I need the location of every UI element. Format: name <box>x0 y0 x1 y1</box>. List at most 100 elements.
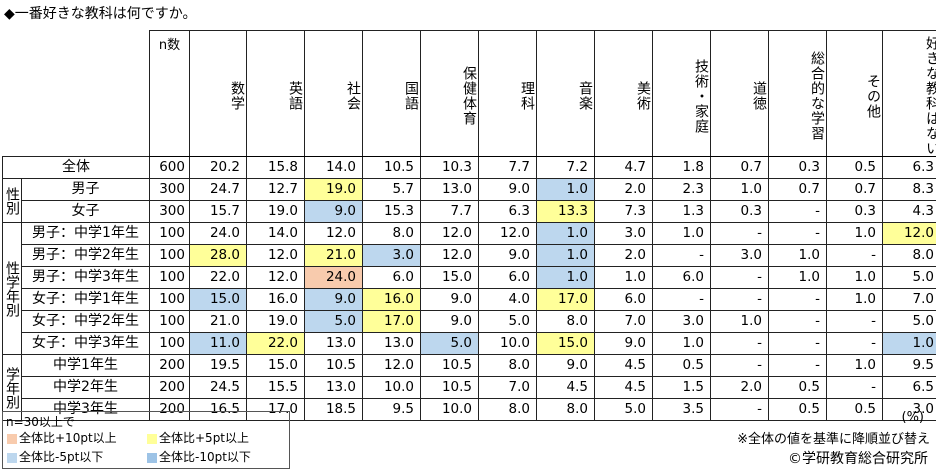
value-cell: - <box>710 332 769 355</box>
value-cell: 0.7 <box>768 178 827 201</box>
value-cell: 5.0 <box>304 310 363 333</box>
value-cell: 8.0 <box>478 354 537 377</box>
legend-item-minus5: 全体比-5pt以下 <box>7 448 103 465</box>
value-cell: 21.0 <box>304 244 363 267</box>
value-cell: 6.0 <box>594 288 653 311</box>
col-header: 総合的な学習 <box>768 30 827 157</box>
table-row: 全体 600 20.2 15.8 14.0 10.5 10.3 7.7 7.2 4.7 1.8 0.7… <box>2 156 936 179</box>
value-cell: 19.0 <box>246 200 305 223</box>
value-cell: 18.5 <box>304 398 363 421</box>
value-cell: 6.5 <box>882 376 936 399</box>
n-cell: 300 <box>149 178 190 201</box>
n-cell: 600 <box>149 156 190 179</box>
value-cell: 1.0 <box>536 244 595 267</box>
value-cell: 4.5 <box>594 354 653 377</box>
value-cell: - <box>826 310 883 333</box>
value-cell: 9.0 <box>420 288 479 311</box>
value-cell: 8.0 <box>882 244 936 267</box>
value-cell: 15.0 <box>536 332 595 355</box>
value-cell: 13.0 <box>362 332 421 355</box>
value-cell: 6.0 <box>652 266 711 289</box>
table-row: 男子：中学3年生 100 22.0 12.0 24.0 6.0 15.0 6.0 1.0 1.0 6… <box>3 266 936 289</box>
value-cell: 15.0 <box>420 266 479 289</box>
group-label: 性別 <box>2 178 22 223</box>
col-header: その他 <box>826 30 883 157</box>
value-cell: 10.0 <box>420 398 479 421</box>
value-cell: - <box>710 266 769 289</box>
value-cell: 10.5 <box>420 354 479 377</box>
table-row: 中学2年生 200 24.5 15.5 13.0 10.0 10.5 7.0 4.5 4.5 1.5… <box>3 376 936 399</box>
value-cell: 15.0 <box>246 354 305 377</box>
value-cell: - <box>710 354 769 377</box>
col-header: 音楽 <box>536 30 595 157</box>
table-row: 女子：中学2年生 100 21.0 19.0 5.0 17.0 9.0 5.0 8.0 7.0 3.… <box>3 310 936 333</box>
value-cell: 12.0 <box>246 244 305 267</box>
legend-label: 全体比+10pt以上 <box>19 431 117 445</box>
value-cell: 16.0 <box>362 288 421 311</box>
value-cell: 0.3 <box>710 200 769 223</box>
n-cell: 100 <box>149 222 190 245</box>
value-cell: 1.3 <box>652 200 711 223</box>
table-row: 性別 男子 300 24.7 12.7 19.0 5.7 13.0 9.0 1.0 2.0 2.3 1.… <box>2 178 936 223</box>
n-cell: 100 <box>149 288 190 311</box>
value-cell: 19.5 <box>189 354 247 377</box>
n-header: n数 <box>149 30 190 157</box>
value-cell: 8.0 <box>536 398 595 421</box>
header-row: n数 数学 英語 社会 国語 保健体育 理科 音楽 美術 技術・家庭 道徳 総合… <box>3 30 936 157</box>
legend-item-plus10: 全体比+10pt以上 <box>7 429 117 446</box>
value-cell: 7.7 <box>420 200 479 223</box>
row-label: 男子：中学3年生 <box>21 266 150 289</box>
value-cell: 6.0 <box>362 266 421 289</box>
value-cell: 10.5 <box>420 376 479 399</box>
value-cell: 0.5 <box>826 156 883 179</box>
value-cell: 21.0 <box>189 310 247 333</box>
value-cell: 24.5 <box>189 376 247 399</box>
n-cell: 200 <box>149 354 190 377</box>
value-cell: 15.0 <box>189 288 247 311</box>
n-cell: 100 <box>149 332 190 355</box>
col-header: 美術 <box>594 30 653 157</box>
value-cell: 4.5 <box>536 376 595 399</box>
value-cell: 14.0 <box>304 156 363 179</box>
value-cell: 6.0 <box>478 266 537 289</box>
value-cell: 9.0 <box>304 200 363 223</box>
value-cell: 10.0 <box>362 376 421 399</box>
value-cell: 1.8 <box>652 156 711 179</box>
value-cell: 9.0 <box>478 244 537 267</box>
n-cell: 200 <box>149 376 190 399</box>
value-cell: 4.3 <box>882 200 936 223</box>
legend: n=30以上で 全体比+10pt以上 全体比+5pt以上 全体比-5pt以下 全… <box>2 411 290 469</box>
value-cell: 0.7 <box>826 178 883 201</box>
value-cell: 2.0 <box>594 178 653 201</box>
table-row: 男子：中学2年生 100 28.0 12.0 21.0 3.0 12.0 9.0 1.0 2.0-… <box>3 244 936 267</box>
value-cell: 9.5 <box>362 398 421 421</box>
value-cell: 13.3 <box>536 200 595 223</box>
col-header: 数学 <box>189 30 247 157</box>
value-cell: - <box>826 244 883 267</box>
value-cell: - <box>768 310 827 333</box>
row-label: 男子：中学2年生 <box>21 244 150 267</box>
value-cell: 12.0 <box>478 222 537 245</box>
swatch-icon <box>7 433 17 444</box>
swatch-icon <box>147 452 157 463</box>
value-cell: 10.5 <box>304 354 363 377</box>
value-cell: 15.5 <box>246 376 305 399</box>
col-header: 好きな教科はない <box>882 30 936 157</box>
value-cell: 24.7 <box>189 178 247 201</box>
row-label: 男子 <box>21 178 150 201</box>
legend-label: 全体比-10pt以下 <box>159 450 251 464</box>
col-header: 英語 <box>246 30 305 157</box>
value-cell: - <box>768 332 827 355</box>
value-cell: 1.0 <box>826 266 883 289</box>
value-cell: 5.0 <box>882 310 936 333</box>
value-cell: 5.0 <box>594 398 653 421</box>
value-cell: 9.0 <box>420 310 479 333</box>
value-cell: 3.0 <box>362 244 421 267</box>
table-row: 女子：中学3年生 100 11.0 22.0 13.0 13.0 5.0 10.0 15.0 9.… <box>3 332 936 355</box>
table-row: 女子 300 15.7 19.0 9.0 15.3 7.7 6.3 13.3 7.3 1.3 0.3-… <box>3 200 936 223</box>
value-cell: - <box>652 288 711 311</box>
value-cell: 3.5 <box>652 398 711 421</box>
value-cell: 6.3 <box>478 200 537 223</box>
row-label: 女子：中学1年生 <box>21 288 150 311</box>
row-label: 中学1年生 <box>21 354 150 377</box>
